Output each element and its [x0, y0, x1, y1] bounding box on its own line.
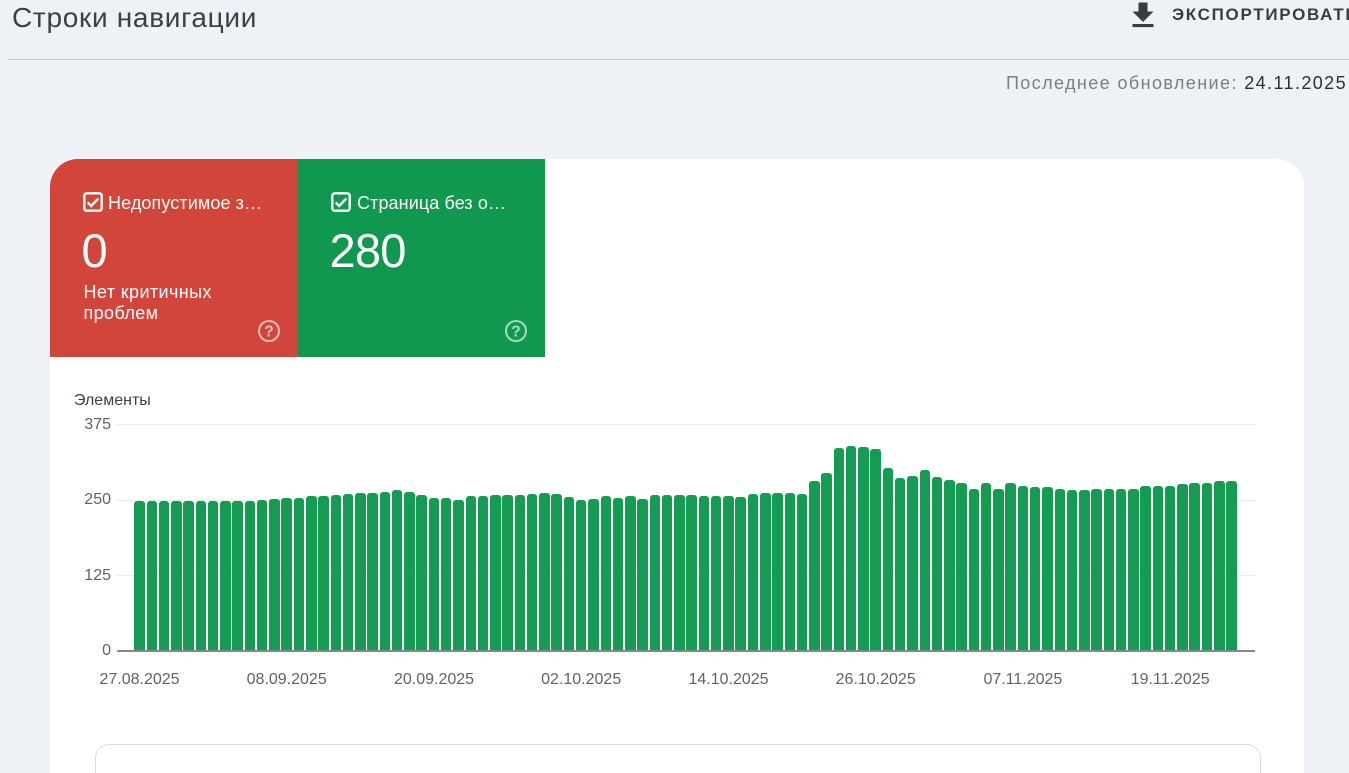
svg-text:?: ?: [264, 323, 273, 340]
svg-text:?: ?: [511, 323, 520, 340]
